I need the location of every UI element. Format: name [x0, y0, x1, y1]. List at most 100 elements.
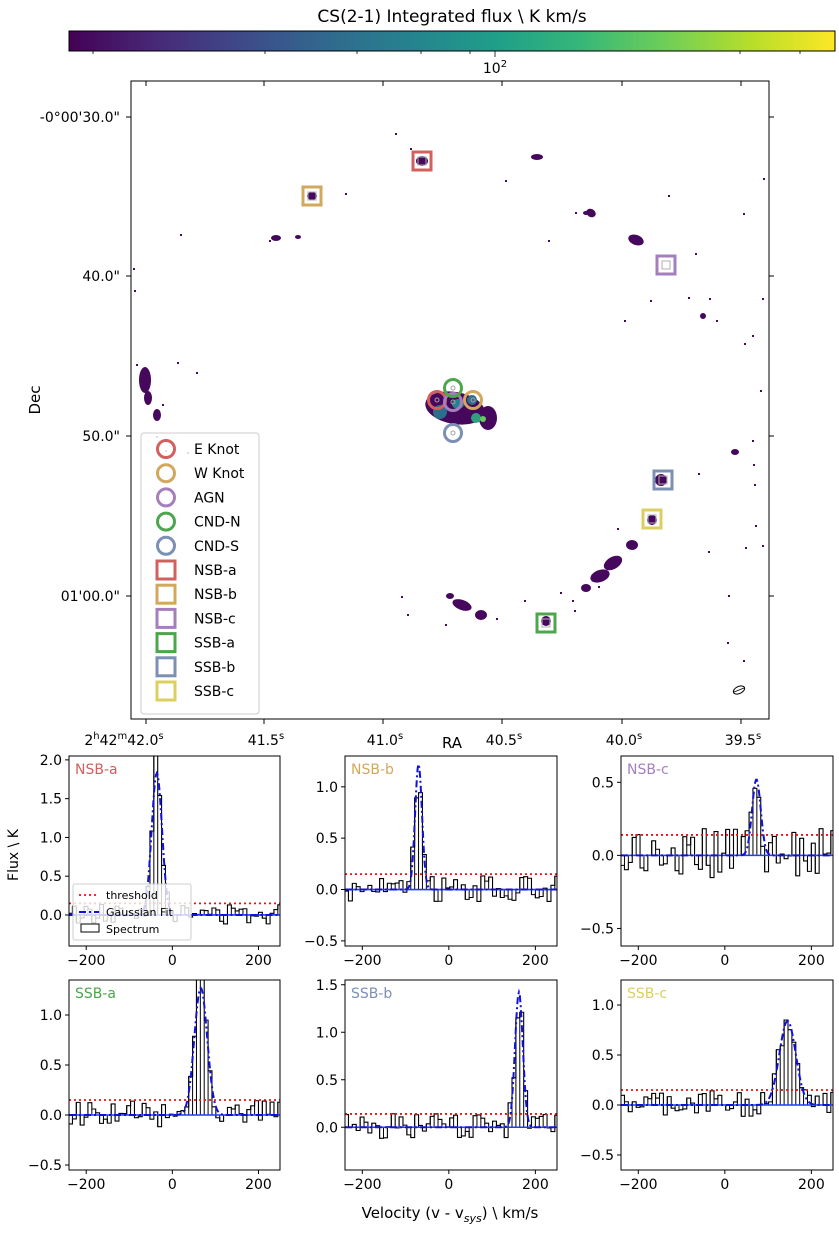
y-tick-label: 0.5	[316, 831, 338, 847]
x-tick-label: −200	[343, 1177, 381, 1193]
x-tick-label: 200	[798, 953, 825, 969]
x-tick-label: 200	[245, 953, 272, 969]
emission-pixel	[716, 320, 718, 322]
y-tick-label: 0.0	[40, 908, 62, 924]
emission-pixel	[760, 390, 762, 392]
x-tick-label: 200	[522, 1177, 549, 1193]
y-tick-label: −0.5	[28, 1158, 62, 1174]
dec-tick-label: 50.0"	[82, 429, 120, 445]
legend-label: CND-N	[194, 515, 241, 531]
flux-map: Dec RA 2h42m42.0s 41.5s 41.0s 40.5s 40.0s 39.…	[26, 80, 774, 752]
spectra-panels: NSB-a −200 0 200 0.0 0.5 1.0 1.5 2.0 threshold Gau…	[28, 753, 834, 1193]
emission-pixel	[524, 600, 526, 602]
map-ylabel: Dec	[26, 385, 44, 414]
x-tick-label: 0	[168, 953, 177, 969]
emission-blob	[590, 569, 610, 583]
y-tick-label: 1.5	[316, 978, 338, 994]
emission-pixel	[727, 642, 729, 644]
emission-blob	[467, 395, 477, 405]
square-marker	[655, 254, 677, 276]
square-marker	[652, 469, 674, 491]
panel-frame	[344, 755, 558, 947]
y-tick-label: 0.5	[40, 869, 62, 885]
circle-marker	[443, 392, 463, 412]
gaussian-fit	[621, 1020, 833, 1106]
y-tick-label: 1.0	[316, 780, 338, 796]
emission-pixel	[617, 528, 619, 530]
emission-pixel	[574, 610, 576, 612]
square-marker	[155, 680, 177, 702]
y-tick-label: 1.5	[40, 792, 62, 808]
colorbar-tick-label: 102	[483, 59, 507, 77]
ra-tick-label: 41.0s	[367, 731, 403, 749]
legend-label: SSB-a	[194, 636, 235, 652]
ra-tick-label: 40.5s	[486, 731, 522, 749]
square-marker	[641, 508, 663, 530]
emission-blob	[700, 313, 706, 319]
marker-inner	[541, 618, 551, 628]
panel-title: NSB-c	[627, 762, 669, 778]
y-tick-label: 0.5	[592, 1048, 614, 1064]
emission-blob	[144, 391, 152, 405]
emission-pixel	[708, 551, 710, 553]
emission-pixel	[743, 213, 745, 215]
marker-center	[434, 397, 440, 403]
marker-inner	[417, 156, 427, 166]
y-tick-label: 2.0	[40, 753, 62, 769]
emission-blob	[416, 156, 428, 166]
y-tick-label: 0.0	[592, 1098, 614, 1114]
emission-pixel	[688, 297, 690, 299]
map-xlabel: RA	[442, 734, 463, 752]
x-tick-label: 200	[798, 1177, 825, 1193]
spectrum-histogram	[621, 1019, 833, 1117]
emission-pixel	[136, 364, 138, 366]
emission-pixel	[695, 253, 697, 255]
legend-label: SSB-c	[194, 684, 234, 700]
map-legend: E Knot W Knot AGN CND-N CND-S NSB-a NSB-b NSB-c…	[140, 432, 260, 715]
circle-marker	[156, 511, 176, 532]
x-tick-label: −200	[67, 1177, 105, 1193]
emission-blob	[480, 416, 486, 422]
emission-pixel	[624, 320, 626, 322]
panel-title: NSB-a	[75, 762, 118, 778]
colorbar: CS(2-1) Integrated flux \ K km/s 102	[68, 7, 836, 77]
emission-blob	[295, 235, 301, 239]
marker-center	[450, 385, 456, 391]
circle-marker	[443, 423, 463, 443]
emission-pixel	[753, 464, 755, 466]
marker-center	[450, 399, 456, 405]
emission-pixel	[407, 614, 409, 616]
spectra-ylabel: Flux \ K	[6, 828, 22, 881]
marker-inner	[307, 191, 317, 201]
x-tick-label: −200	[619, 953, 657, 969]
dec-tick-label: 01'00.0"	[61, 589, 120, 605]
ra-tick-label: 2h42m42.0s	[84, 731, 163, 749]
gaussian-fit	[621, 778, 833, 857]
emission-pixel	[572, 600, 574, 602]
circle-marker	[156, 439, 176, 459]
panel-frame	[620, 979, 834, 1171]
panel-frame	[620, 755, 834, 947]
spectra-xlabel: Velocity (v - vsys) \ km/s	[362, 1204, 539, 1225]
panel-frame	[68, 979, 281, 1171]
y-tick-label: 0.0	[592, 848, 614, 864]
square-marker	[155, 656, 177, 678]
ra-tick-label: 39.5s	[725, 731, 761, 749]
emission-blob	[586, 208, 596, 218]
legend-label: CND-S	[194, 539, 239, 555]
emission-pixel	[401, 596, 403, 598]
x-tick-label: 0	[720, 953, 729, 969]
emission-blob	[479, 406, 497, 430]
emission-blob	[271, 235, 281, 241]
legend-spectrum-swatch	[80, 923, 100, 933]
marker-inner	[658, 475, 668, 485]
emission-pixel	[505, 180, 507, 182]
circle-marker	[463, 390, 483, 410]
emission-pixel	[728, 595, 730, 597]
circle-marker	[443, 378, 463, 398]
x-tick-label: −200	[67, 953, 105, 969]
x-tick-label: 0	[720, 1177, 729, 1193]
x-tick-label: 0	[444, 1177, 453, 1193]
map-axes: Dec RA 2h42m42.0s 41.5s 41.0s 40.5s 40.0s 39.…	[26, 81, 774, 752]
